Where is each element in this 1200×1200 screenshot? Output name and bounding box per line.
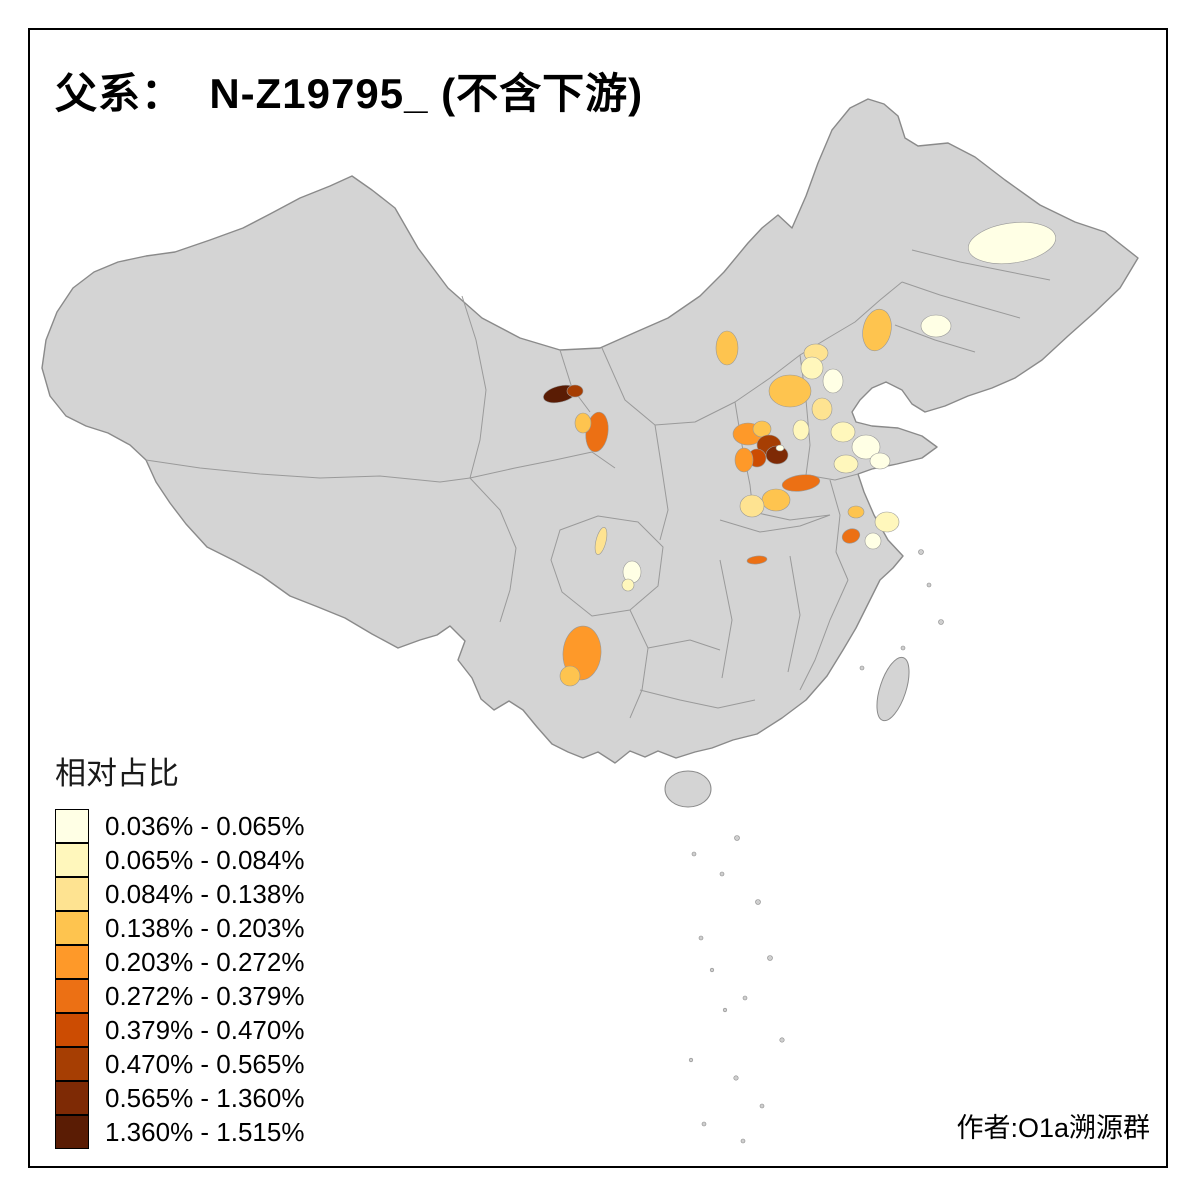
map-region-weihe-white-dot [775, 444, 785, 452]
legend-swatch [55, 843, 89, 877]
legend-row: 0.565% - 1.360% [55, 1081, 304, 1115]
legend-row: 0.138% - 0.203% [55, 911, 304, 945]
map-region-shandong-pale-1 [830, 421, 856, 443]
legend-swatch [55, 979, 89, 1013]
taiwan-island [876, 656, 910, 722]
map-region-nanjing-orange [841, 528, 861, 544]
legend-label: 0.138% - 0.203% [105, 912, 305, 943]
legend-row: 0.379% - 0.470% [55, 1013, 304, 1047]
legend-label: 0.565% - 1.360% [105, 1082, 305, 1113]
legend-label: 0.084% - 0.138% [105, 878, 305, 909]
legend-label: 0.272% - 0.379% [105, 980, 305, 1011]
map-region-shaanxi-south-orange [734, 447, 754, 473]
legend-label: 0.065% - 0.084% [105, 844, 305, 875]
legend-row: 0.084% - 0.138% [55, 877, 304, 911]
map-region-heilongjiang-pale [968, 221, 1056, 265]
legend-swatch [55, 911, 89, 945]
map-region-gansu-dark-edge [566, 384, 584, 398]
legend-label: 0.379% - 0.470% [105, 1014, 305, 1045]
map-region-shandong-pale-2 [851, 434, 881, 460]
map-region-jilin-pale [920, 314, 952, 338]
legend-label: 0.470% - 0.565% [105, 1048, 305, 1079]
legend-row: 0.272% - 0.379% [55, 979, 304, 1013]
map-region-hebei-pale-south [811, 397, 833, 421]
legend-row: 0.203% - 0.272% [55, 945, 304, 979]
map-region-gansu-light [574, 412, 592, 434]
legend-row: 0.036% - 0.065% [55, 809, 304, 843]
map-region-yunnan-orange-2 [559, 665, 581, 687]
map-region-jiangsu-orange-small [847, 505, 865, 519]
map-region-liaoning-orange [862, 308, 892, 352]
highlighted-regions [543, 221, 1056, 687]
legend-swatch [55, 1047, 89, 1081]
map-region-anhui-pale [864, 532, 882, 550]
map-region-henan-orange-band [781, 474, 821, 492]
map-region-sichuan-sliver [594, 527, 608, 555]
legend-row: 0.470% - 0.565% [55, 1047, 304, 1081]
map-region-henan-light [739, 494, 765, 518]
legend: 相对占比 0.036% - 0.065% 0.065% - 0.084% 0.0… [55, 748, 304, 1149]
map-region-hebei-orange [768, 374, 812, 408]
map-region-inner-mongolia-orange [715, 330, 739, 366]
map-region-hubei-sliver [746, 555, 768, 565]
legend-row: 0.065% - 0.084% [55, 843, 304, 877]
legend-swatch [55, 1115, 89, 1149]
map-region-shandong-pale-3 [833, 454, 859, 474]
map-region-shanxi-pale [792, 419, 810, 441]
map-region-chongqing-pale-2 [621, 578, 635, 592]
legend-swatch [55, 877, 89, 911]
map-region-henan-mid [761, 488, 791, 512]
legend-label: 0.036% - 0.065% [105, 810, 305, 841]
legend-title: 相对占比 [55, 756, 179, 791]
map-region-shaanxi-light [752, 420, 772, 438]
map-region-beijing-pale-1 [800, 356, 824, 380]
hainan-island [664, 770, 712, 808]
legend-swatch [55, 1081, 89, 1115]
map-title: 父系： N-Z19795_ (不含下游) [55, 70, 644, 117]
province-borders [145, 249, 1051, 719]
map-region-jiangsu-pale [874, 511, 900, 533]
map-region-beijing-pale-2 [822, 368, 844, 394]
islands [664, 549, 944, 1144]
legend-row: 1.360% - 1.515% [55, 1115, 304, 1149]
legend-swatch [55, 809, 89, 843]
legend-swatch [55, 1013, 89, 1047]
map-region-shandong-pale-4 [869, 452, 891, 470]
attribution: 作者:O1a溯源群 [956, 1113, 1150, 1143]
legend-label: 0.203% - 0.272% [105, 946, 305, 977]
legend-swatch [55, 945, 89, 979]
legend-rows: 0.036% - 0.065% 0.065% - 0.084% 0.084% -… [55, 809, 304, 1149]
legend-label: 1.360% - 1.515% [105, 1116, 305, 1147]
